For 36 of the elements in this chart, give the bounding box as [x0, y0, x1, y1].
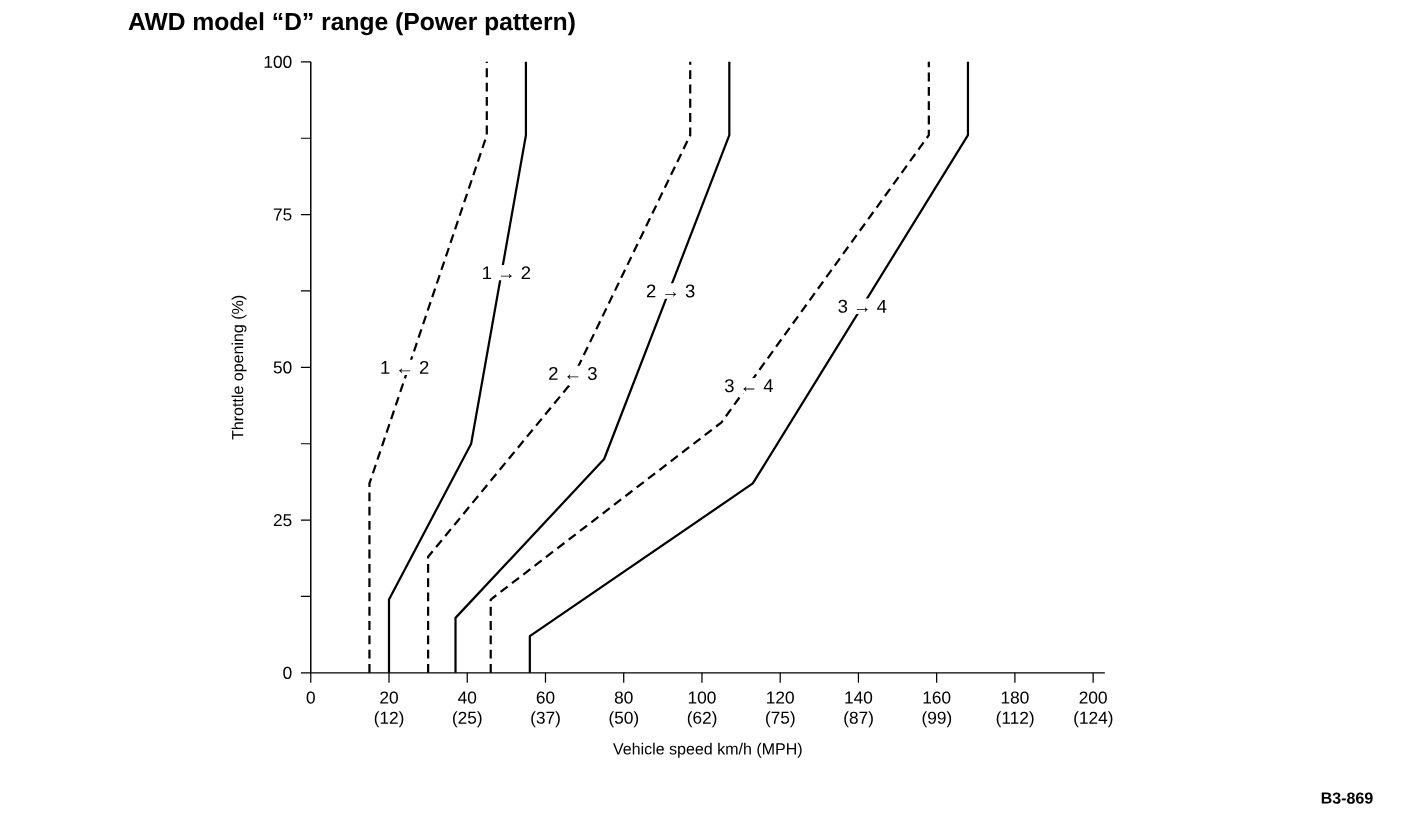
x2-tick-label: (12)	[374, 711, 404, 728]
x2-tick-label: (25)	[453, 711, 482, 728]
x-tick-label: 100	[688, 691, 716, 704]
x-tick-label: 120	[767, 691, 794, 704]
x2-tick-label: (87)	[844, 711, 873, 728]
annotation: 1 → 2	[483, 266, 531, 280]
x-tick-label: 60	[536, 691, 555, 704]
y-tick-label: 25	[273, 514, 292, 527]
y-tick-label: 75	[273, 208, 292, 221]
x-tick-label: 40	[458, 691, 477, 704]
x-tick-label: 20	[380, 691, 398, 704]
x-tick-label: 140	[845, 691, 873, 704]
y-tick-label: 100	[264, 55, 292, 68]
x2-tick-label: (124)	[1074, 711, 1113, 728]
x2-tick-label: (37)	[531, 711, 560, 728]
y-tick-label: 0	[283, 666, 292, 679]
y-tick-label: 50	[273, 361, 292, 374]
x-tick-label: 0	[306, 691, 315, 704]
x-tick-label: 200	[1079, 691, 1107, 704]
x2-tick-label: (62)	[687, 711, 717, 728]
x2-tick-label: (50)	[609, 711, 639, 728]
x-tick-label: 80	[614, 691, 633, 704]
annotation: 1 ← 2	[381, 360, 429, 374]
x2-tick-label: (75)	[766, 711, 795, 728]
annotation: 3 ← 4	[724, 379, 773, 393]
text: B3-869	[1321, 792, 1373, 804]
annotation: 2 ← 3	[549, 366, 597, 381]
annotation: 3 → 4	[838, 299, 887, 313]
annotation: 2 → 3	[646, 284, 695, 298]
x-tick-label: 180	[1001, 691, 1029, 704]
x2-tick-label: (112)	[996, 711, 1034, 728]
x-axis-title: Vehicle speed km/h (MPH)	[613, 742, 802, 758]
chart-title: AWD model “D” range (Power pattern)	[128, 12, 575, 36]
y-axis-title: Throttle opening (%)	[231, 295, 247, 440]
x2-tick-label: (99)	[922, 711, 952, 728]
x-tick-label: 160	[923, 691, 951, 704]
